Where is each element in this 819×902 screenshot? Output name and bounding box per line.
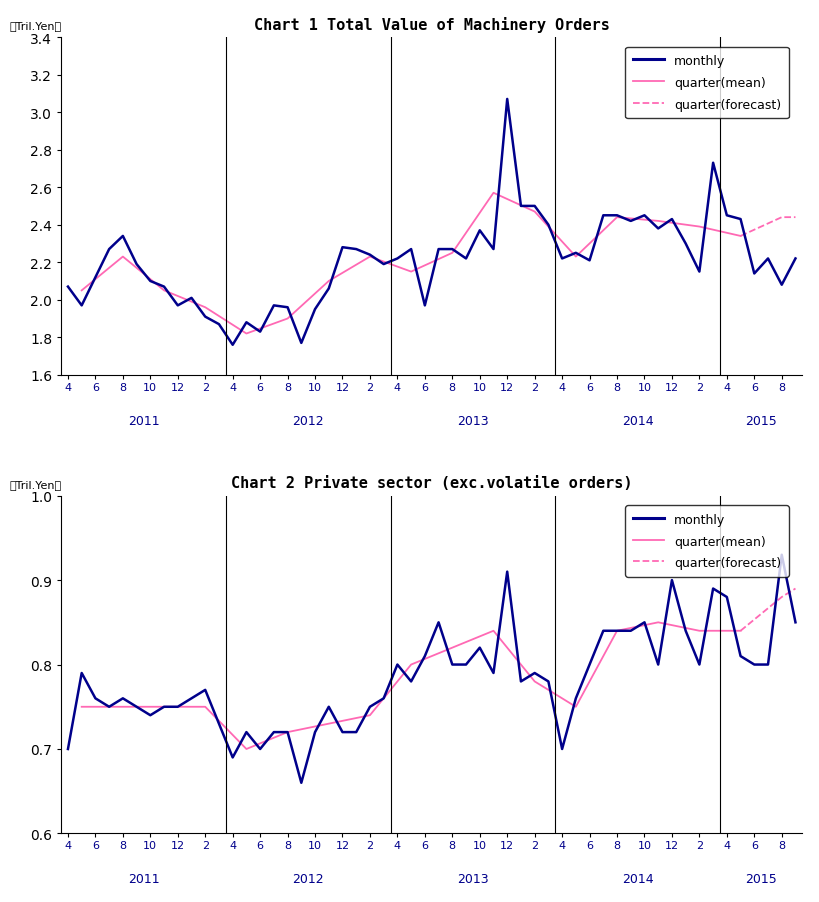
Text: 2012: 2012 <box>292 414 324 428</box>
Text: 2011: 2011 <box>128 414 159 428</box>
Title: Chart 1 Total Value of Machinery Orders: Chart 1 Total Value of Machinery Orders <box>254 16 609 32</box>
Legend: monthly, quarter(mean), quarter(forecast): monthly, quarter(mean), quarter(forecast… <box>625 506 789 577</box>
Text: 2014: 2014 <box>622 414 654 428</box>
Text: 2011: 2011 <box>128 872 159 886</box>
Text: （Tril.Yen）: （Tril.Yen） <box>9 479 61 490</box>
Title: Chart 2 Private sector (exc.volatile orders): Chart 2 Private sector (exc.volatile ord… <box>231 475 632 491</box>
Text: 2013: 2013 <box>457 414 489 428</box>
Text: 2015: 2015 <box>745 872 777 886</box>
Text: 2013: 2013 <box>457 872 489 886</box>
Text: 2014: 2014 <box>622 872 654 886</box>
Text: 2015: 2015 <box>745 414 777 428</box>
Legend: monthly, quarter(mean), quarter(forecast): monthly, quarter(mean), quarter(forecast… <box>625 48 789 119</box>
Text: （Tril.Yen）: （Tril.Yen） <box>9 22 61 32</box>
Text: 2012: 2012 <box>292 872 324 886</box>
